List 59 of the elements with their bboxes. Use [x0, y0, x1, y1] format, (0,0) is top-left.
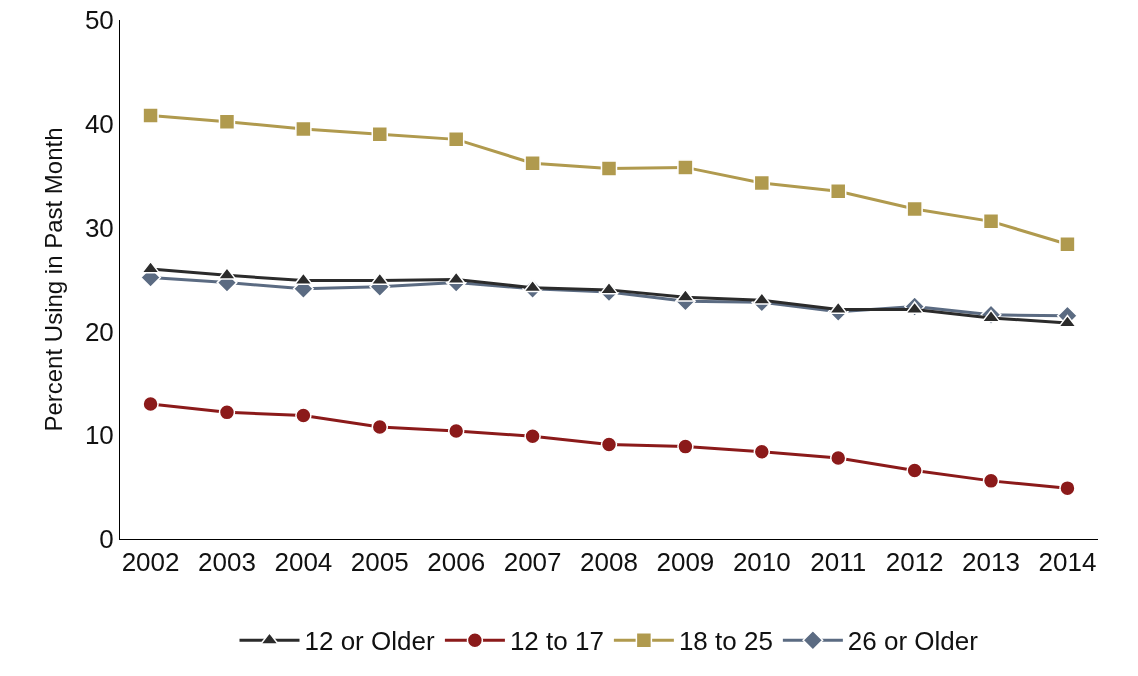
point	[523, 279, 542, 293]
point	[982, 213, 1000, 230]
x-tick-label: 2013	[962, 547, 1020, 578]
point	[1059, 235, 1076, 253]
x-tick-label: 2004	[274, 547, 333, 578]
point	[371, 418, 389, 436]
y-tick-label: 10	[84, 420, 114, 451]
y-tick-label: 40	[84, 108, 114, 139]
x-tick-label: 2002	[121, 547, 180, 578]
point	[141, 260, 160, 274]
point	[829, 449, 847, 467]
x-tick-label: 2008	[580, 547, 638, 578]
point	[142, 395, 159, 413]
point	[218, 113, 236, 130]
point	[524, 427, 541, 445]
point	[600, 160, 618, 177]
point	[677, 159, 694, 176]
point	[447, 422, 465, 440]
legend-label: 26 or Older	[847, 626, 979, 657]
point	[599, 281, 619, 295]
point	[295, 120, 312, 138]
point	[753, 174, 771, 192]
legend-label: 18 to 25	[678, 626, 773, 657]
point	[906, 462, 923, 479]
x-tick-label: 2011	[810, 547, 867, 578]
legend-label: 12 to 17	[509, 626, 604, 657]
x-tick-label: 2007	[503, 547, 562, 578]
y-axis-title: Percent Using in Past Month	[40, 127, 67, 432]
x-tick-label: 2012	[885, 547, 944, 578]
x-tick-label: 2005	[350, 547, 409, 578]
x-tick-label: 2009	[656, 547, 715, 578]
y-tick-label: 0	[99, 524, 114, 555]
x-tick-label: 2006	[427, 547, 486, 578]
point	[295, 407, 312, 424]
x-tick-label: 2014	[1038, 547, 1097, 578]
point	[370, 272, 390, 286]
point	[524, 154, 541, 172]
point	[981, 309, 1001, 323]
x-tick-label: 2003	[198, 547, 256, 578]
point	[905, 301, 925, 315]
point	[447, 131, 465, 148]
point	[218, 404, 236, 421]
point	[982, 472, 1000, 490]
legend-label: 12 or Older	[304, 626, 435, 657]
point	[600, 436, 618, 453]
point	[906, 200, 923, 218]
point	[293, 272, 313, 286]
x-tick-label: 2010	[732, 547, 791, 578]
point	[753, 443, 771, 461]
point	[829, 183, 847, 200]
point	[677, 438, 694, 455]
y-tick-label: 20	[84, 316, 114, 347]
y-tick-label: 30	[84, 212, 114, 243]
point	[1058, 314, 1077, 328]
point	[371, 125, 389, 143]
point	[142, 107, 159, 124]
point	[828, 301, 848, 315]
point	[1059, 479, 1076, 497]
y-tick-label: 50	[84, 5, 114, 36]
